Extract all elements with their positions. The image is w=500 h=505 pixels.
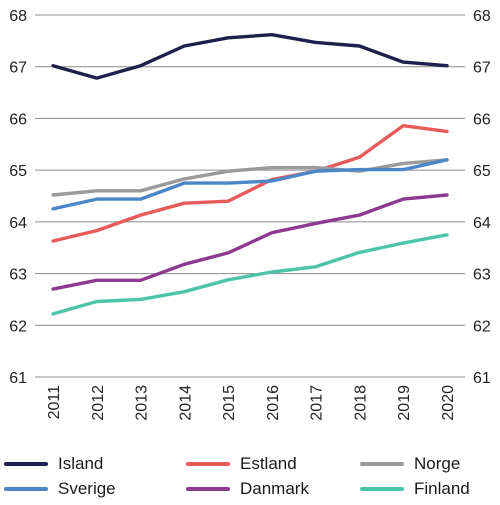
legend-item-island: Island [4, 452, 103, 476]
x-axis: 2011 2012 2013 2014 2015 2016 2017 2018 2019 2020 [46, 385, 457, 421]
x-tick-2017: 2017 [309, 385, 326, 421]
x-tick-2014: 2014 [177, 385, 194, 421]
legend-swatch-sverige [4, 487, 48, 491]
y-tick-left-63: 63 [9, 267, 27, 284]
legend-label-island: Island [58, 454, 104, 473]
y-tick-left-64: 64 [9, 215, 27, 232]
x-tick-2016: 2016 [265, 385, 282, 421]
y-tick-left-65: 65 [9, 163, 27, 180]
series-lines [51, 33, 449, 316]
x-tick-2020: 2020 [440, 385, 457, 421]
y-axis-left: 61 62 63 64 65 66 67 68 [9, 8, 27, 387]
y-tick-right-63: 63 [473, 267, 491, 284]
legend-label-finland: Finland [414, 479, 470, 498]
y-tick-right-65: 65 [473, 163, 491, 180]
series-line-island [51, 33, 449, 80]
y-axis-right: 61 62 63 64 65 66 67 68 [473, 8, 491, 387]
x-tick-2018: 2018 [352, 385, 369, 421]
y-tick-left-61: 61 [9, 370, 27, 387]
legend-label-sverige: Sverige [58, 479, 116, 498]
y-tick-right-66: 66 [473, 111, 491, 128]
x-tick-2019: 2019 [396, 385, 413, 421]
legend-item-danmark: Danmark [186, 477, 309, 501]
x-tick-2011: 2011 [46, 385, 63, 420]
y-tick-left-66: 66 [9, 111, 27, 128]
legend-swatch-danmark [186, 487, 230, 491]
series-line-estland [51, 123, 449, 243]
legend: Island Estland Norge Sverige Danmark Fin… [0, 448, 500, 505]
legend-label-estland: Estland [240, 454, 297, 473]
legend-swatch-finland [360, 487, 404, 491]
x-tick-2015: 2015 [221, 385, 238, 421]
legend-swatch-estland [186, 462, 230, 466]
legend-item-finland: Finland [360, 477, 470, 501]
legend-swatch-norge [360, 462, 404, 466]
legend-item-norge: Norge [360, 452, 460, 476]
legend-swatch-island [4, 462, 48, 466]
legend-label-danmark: Danmark [240, 479, 309, 498]
y-tick-left-67: 67 [9, 60, 27, 77]
legend-label-norge: Norge [414, 454, 461, 473]
series-line-danmark [51, 193, 449, 291]
series-line-norge [51, 158, 449, 197]
y-tick-right-67: 67 [473, 60, 491, 77]
y-tick-right-62: 62 [473, 318, 491, 335]
series-line-sverige [51, 158, 449, 211]
legend-item-sverige: Sverige [4, 477, 116, 501]
x-tick-2013: 2013 [134, 385, 151, 421]
y-tick-left-68: 68 [9, 8, 27, 25]
y-tick-right-68: 68 [473, 8, 491, 25]
legend-item-estland: Estland [186, 452, 297, 476]
y-tick-right-61: 61 [473, 370, 491, 387]
series-line-finland [51, 233, 449, 316]
gridlines [35, 14, 465, 378]
y-tick-left-62: 62 [9, 318, 27, 335]
y-tick-right-64: 64 [473, 215, 491, 232]
x-tick-2012: 2012 [90, 385, 107, 421]
